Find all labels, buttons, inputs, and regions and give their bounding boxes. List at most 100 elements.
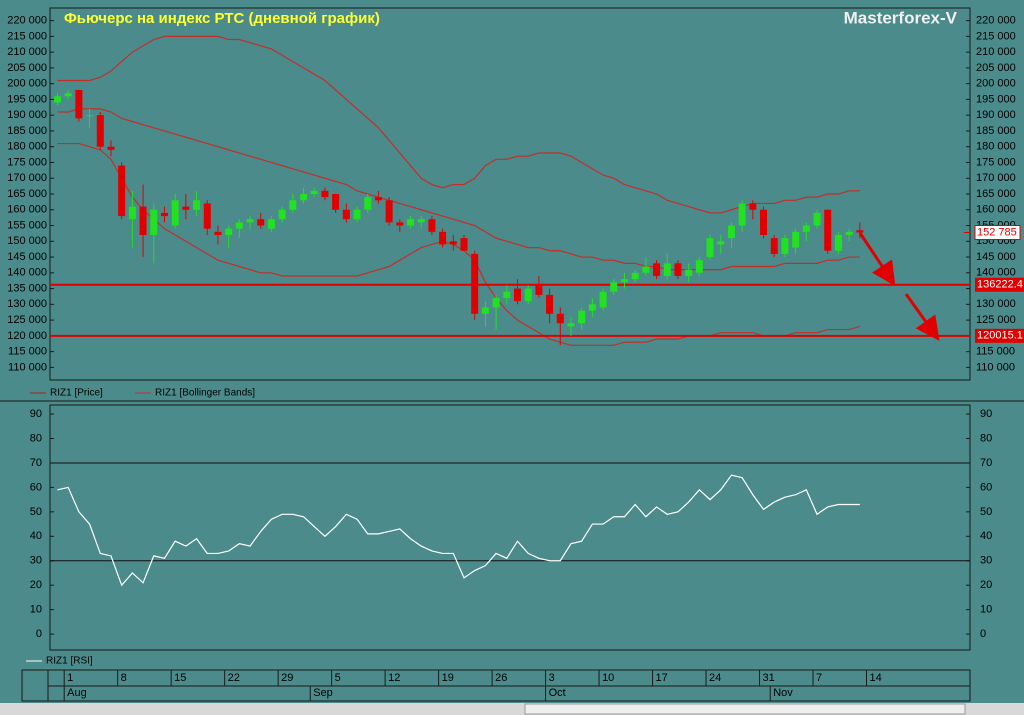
x-tick-label: 10	[602, 672, 614, 684]
candle-body	[834, 234, 842, 251]
candle-body	[193, 200, 201, 210]
y-tick-label: 10	[30, 604, 42, 616]
x-tick-label: 1	[67, 672, 73, 684]
candle-body	[856, 230, 864, 233]
y-tick-label: 220 000	[7, 15, 47, 27]
candle-body	[749, 203, 757, 210]
legend-label: RIZ1 [Bollinger Bands]	[155, 388, 255, 399]
arrow	[858, 232, 896, 286]
y-tick-label: 210 000	[976, 46, 1016, 58]
candle-body	[663, 263, 671, 276]
candle-body	[845, 231, 853, 235]
candle-body	[770, 238, 778, 254]
candle-body	[610, 282, 618, 292]
y-tick-label: 60	[980, 481, 992, 493]
y-tick-label: 165 000	[7, 188, 47, 200]
y-tick-label: 120 000	[7, 330, 47, 342]
scrollbar-thumb[interactable]	[524, 703, 966, 715]
candle-body	[64, 93, 72, 97]
y-tick-label: 140 000	[976, 267, 1016, 279]
y-tick-label: 210 000	[7, 46, 47, 58]
y-tick-label: 125 000	[7, 314, 47, 326]
candle-body	[695, 260, 703, 273]
bollinger-upper	[57, 35, 860, 214]
y-tick-label: 180 000	[7, 141, 47, 153]
candle-body	[492, 298, 500, 308]
x-tick-label: 31	[763, 672, 775, 684]
candle-body	[385, 200, 393, 223]
y-tick-label: 110 000	[976, 361, 1015, 373]
level-label: 136222.4	[977, 279, 1023, 291]
candle-body	[599, 291, 607, 308]
month-label: Oct	[549, 687, 566, 699]
candle-body	[546, 294, 554, 314]
candle-body	[396, 222, 404, 226]
candle-body	[824, 209, 832, 251]
y-tick-label: 130 000	[976, 298, 1016, 310]
x-tick-label: 15	[174, 672, 186, 684]
candle-body	[364, 197, 372, 210]
level-label: 120015.1	[977, 330, 1023, 342]
candle-body	[225, 228, 233, 235]
y-tick-label: 170 000	[7, 172, 47, 184]
candle-body	[203, 203, 211, 229]
candle-body	[160, 212, 168, 217]
y-tick-label: 145 000	[7, 251, 47, 263]
candle-body	[439, 231, 447, 245]
candle-body	[246, 219, 254, 223]
candle-body	[524, 288, 532, 302]
candle-body	[374, 197, 382, 201]
last-price-label: 152 785	[977, 226, 1017, 238]
candle-body	[813, 212, 821, 226]
y-tick-label: 215 000	[976, 30, 1016, 42]
candle-body	[460, 238, 468, 251]
candle-body	[588, 304, 596, 311]
y-tick-label: 185 000	[976, 125, 1016, 137]
price-panel	[49, 7, 971, 381]
y-tick-label: 175 000	[976, 156, 1016, 168]
y-tick-label: 190 000	[976, 109, 1016, 121]
x-tick-label: 14	[870, 672, 882, 684]
bollinger-lower	[57, 142, 860, 346]
y-tick-label: 155 000	[7, 219, 47, 231]
candle-body	[727, 225, 735, 239]
x-tick-label: 19	[442, 672, 454, 684]
candle-body	[503, 291, 511, 299]
candle-body	[567, 323, 575, 327]
x-tick-label: 12	[388, 672, 400, 684]
watermark: Masterforex-V	[844, 8, 958, 27]
y-tick-label: 115 000	[8, 346, 47, 358]
candle-body	[717, 241, 725, 245]
y-tick-label: 165 000	[976, 188, 1016, 200]
candle-body	[310, 190, 318, 194]
y-tick-label: 130 000	[7, 298, 47, 310]
candle-body	[685, 269, 693, 276]
y-tick-label: 195 000	[7, 93, 47, 105]
x-tick-label: 29	[281, 672, 293, 684]
candle-body	[75, 89, 83, 119]
candle-body	[353, 209, 361, 220]
y-tick-label: 110 000	[8, 361, 47, 373]
x-tick-label: 3	[549, 672, 555, 684]
y-tick-label: 90	[30, 408, 42, 420]
y-tick-label: 140 000	[7, 267, 47, 279]
y-tick-label: 80	[980, 432, 992, 444]
rsi-panel	[49, 404, 971, 651]
y-tick-label: 150 000	[7, 235, 47, 247]
y-tick-label: 20	[980, 579, 992, 591]
x-tick-label: 17	[656, 672, 668, 684]
candle-body	[642, 266, 650, 273]
candle-body	[760, 209, 768, 235]
x-tick-label: 22	[228, 672, 240, 684]
y-tick-label: 10	[980, 604, 992, 616]
y-tick-label: 60	[30, 481, 42, 493]
rsi-line	[57, 474, 860, 587]
candle-body	[738, 203, 746, 226]
candle-body	[706, 238, 714, 258]
x-tick-label: 24	[709, 672, 721, 684]
candle-body	[578, 310, 586, 324]
y-tick-label: 70	[30, 457, 42, 469]
y-tick-label: 190 000	[7, 109, 47, 121]
y-tick-label: 205 000	[976, 62, 1016, 74]
legend-label: RIZ1 [RSI]	[46, 656, 93, 667]
